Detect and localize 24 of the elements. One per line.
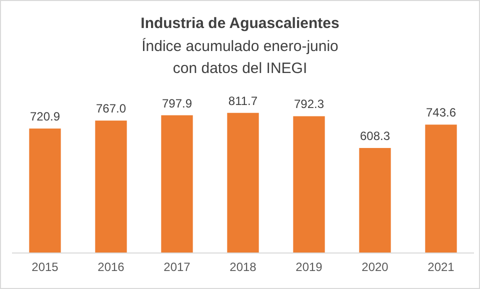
chart-title: Industria de Aguascalientes bbox=[140, 15, 340, 32]
bar bbox=[359, 148, 391, 253]
text: con datos del INEGI bbox=[172, 60, 308, 77]
bar bbox=[293, 116, 325, 253]
bar bbox=[425, 124, 457, 253]
x-tick-label: 2015 bbox=[32, 260, 59, 274]
bar bbox=[95, 120, 127, 253]
data-label: 792.3 bbox=[294, 97, 324, 112]
bar bbox=[227, 112, 259, 253]
data-label: 811.7 bbox=[228, 94, 258, 108]
x-tick-label: 2020 bbox=[362, 260, 389, 274]
x-tick-label: 2019 bbox=[296, 260, 323, 274]
chart-subtitle: Índice acumulado enero-junio bbox=[142, 37, 338, 55]
bar bbox=[161, 115, 193, 253]
data-label: 608.3 bbox=[360, 128, 390, 143]
x-tick-label: 2016 bbox=[98, 260, 125, 274]
bar bbox=[29, 128, 61, 253]
data-label: 797.9 bbox=[162, 96, 192, 110]
x-tick-label: 2018 bbox=[230, 260, 257, 274]
x-tick-label: 2017 bbox=[164, 260, 191, 274]
data-label: 720.9 bbox=[30, 110, 60, 124]
x-tick-label: 2021 bbox=[428, 260, 455, 274]
data-label: 743.6 bbox=[426, 106, 456, 120]
data-label: 767.0 bbox=[96, 102, 126, 116]
